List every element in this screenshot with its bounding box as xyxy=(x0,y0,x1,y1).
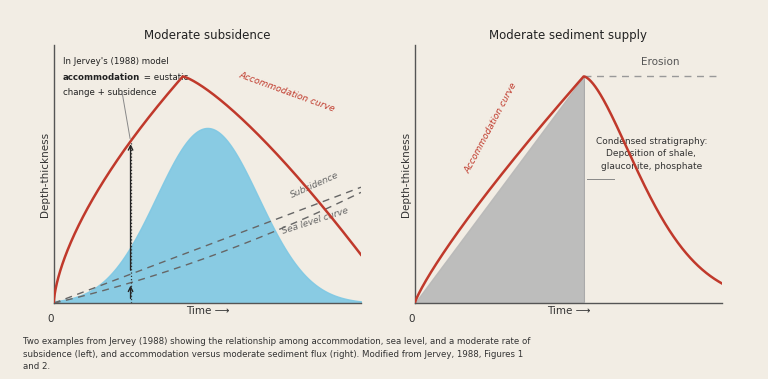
Text: In Jervey's (1988) model: In Jervey's (1988) model xyxy=(63,57,169,66)
Text: Erosion: Erosion xyxy=(641,57,680,67)
Text: Subsidence: Subsidence xyxy=(290,170,340,199)
Text: 0: 0 xyxy=(48,313,54,324)
X-axis label: Time ⟶: Time ⟶ xyxy=(547,306,590,316)
Text: Sea level curve: Sea level curve xyxy=(280,206,349,236)
Title: Moderate subsidence: Moderate subsidence xyxy=(144,28,270,42)
Y-axis label: Depth-thickness: Depth-thickness xyxy=(401,132,411,217)
Text: = eustatic: = eustatic xyxy=(141,72,189,81)
Text: change + subsidence: change + subsidence xyxy=(63,88,157,97)
Text: 0: 0 xyxy=(409,313,415,324)
X-axis label: Time ⟶: Time ⟶ xyxy=(186,306,229,316)
Y-axis label: Depth-thickness: Depth-thickness xyxy=(40,132,50,217)
Title: Moderate sediment supply: Moderate sediment supply xyxy=(489,28,647,42)
Text: Accommodation curve: Accommodation curve xyxy=(464,81,519,175)
Text: Condensed stratigraphy:
Deposition of shale,
glauconite, phosphate: Condensed stratigraphy: Deposition of sh… xyxy=(595,137,707,171)
Text: Accommodation curve: Accommodation curve xyxy=(238,70,336,113)
Text: accommodation: accommodation xyxy=(63,72,141,81)
Text: Two examples from Jervey (1988) showing the relationship among accommodation, se: Two examples from Jervey (1988) showing … xyxy=(23,337,531,371)
